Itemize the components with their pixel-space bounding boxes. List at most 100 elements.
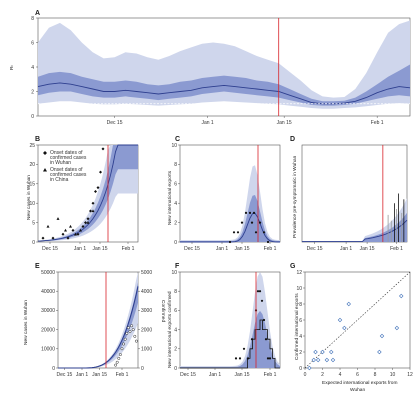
panel-g-ytick-label: 2: [299, 350, 302, 356]
export-point: [244, 211, 248, 214]
china-onset-point: [64, 228, 67, 232]
wuhan-onset-point: [61, 232, 65, 236]
china-onset-point: [86, 221, 90, 224]
export-comparison-point: [324, 357, 330, 363]
panel-g-content: 0 2 4 6 8 10 12 0 2 4 6 8 10 12: [296, 270, 413, 378]
panel-e-xtick-label: Jan 15: [92, 372, 107, 378]
panel-f-xtick-label: Jan 1: [209, 372, 221, 378]
wuhan-onset-point: [66, 236, 70, 240]
export-comparison-point: [313, 349, 318, 355]
panel-e-xtick-label: Dec 15: [56, 372, 72, 378]
panel-e-outer-band: [58, 272, 138, 368]
confirmed-case-point: [117, 356, 121, 360]
export-point: [248, 211, 252, 214]
wuhan-onset-point: [81, 224, 85, 228]
export-comparison-point: [311, 357, 316, 363]
panel-b-median-line: [37, 144, 138, 242]
panel-d-xtick-label: Jan 1: [340, 246, 352, 252]
export-point: [236, 231, 240, 234]
panel-b: B 0 5 10 15 20 25 Dec 15 Jan 1 Jan 15 Feb 1 New c…: [26, 136, 139, 252]
confirmed-case-point: [130, 324, 134, 328]
panel-b-ytick-label: 0: [32, 240, 35, 246]
panel-a-xtick-label: Dec 15: [107, 120, 123, 126]
panel-a-ytick-label: 8: [31, 16, 34, 22]
panel-e-ylabel: New cases in Wuhan: [23, 300, 29, 345]
confirmed-case-point: [122, 342, 126, 346]
export-point: [252, 211, 256, 214]
panel-a-xtick-label: Feb 1: [371, 120, 384, 126]
panel-c-letter: C: [175, 136, 180, 143]
panel-g-xtick-label: 10: [390, 372, 396, 378]
panel-a-bands: [37, 18, 411, 116]
confirmed-case-point: [120, 347, 124, 351]
panel-a: A 0 2 4 6 8 Dec 15 Jan 1 Jan 15 Feb 1 Rₜ: [9, 10, 411, 126]
confirmed-case-point: [118, 353, 122, 356]
panel-f-ytick-label: 2: [174, 347, 177, 353]
panel-g-xtick-label: 6: [356, 372, 359, 378]
wuhan-onset-point: [76, 232, 80, 236]
panel-e-ytick-right-label: 5000: [141, 270, 152, 276]
panel-e-ytick-label: 50000: [41, 270, 55, 276]
panel-e-median-line: [58, 286, 139, 369]
panel-c-ytick-label: 10: [171, 143, 177, 149]
panel-g-ytick-label: 8: [299, 302, 302, 308]
china-onset-point: [91, 209, 95, 213]
confirmed-export-point: [262, 318, 266, 322]
panel-c-inner-band: [180, 195, 280, 242]
panel-g-xtick-label: 8: [374, 372, 377, 378]
wuhan-onset-point: [51, 236, 55, 240]
panel-b-ytick-label: 15: [29, 182, 35, 188]
panel-c-ytick-label: 0: [174, 240, 177, 246]
export-comparison-point: [307, 365, 312, 371]
export-comparison-point: [394, 325, 400, 331]
export-point: [266, 240, 270, 244]
panel-d-content: Dec 15 Jan 1 Jan 15 Feb 1: [302, 145, 408, 252]
panel-c-xtick-label: Jan 15: [234, 246, 249, 252]
panel-e-ytick-label: 40000: [41, 289, 55, 295]
panel-g-ytick-label: 10: [296, 286, 302, 292]
confirmed-case-point: [131, 328, 135, 332]
panel-e-letter: E: [35, 263, 40, 270]
panel-d: D Dec 15 Jan 1 Jan 15 Feb 1 Prevalence pre-…: [290, 136, 408, 252]
confirmed-case-point: [115, 360, 119, 364]
panel-e-ytick-right-label: 3000: [141, 308, 152, 314]
confirmed-export-point: [242, 347, 246, 350]
confirmed-case-point: [123, 337, 127, 341]
panel-e-ytick-label: 30000: [41, 308, 55, 314]
panel-g-xtick-label: 12: [407, 372, 413, 378]
legend-wuhan-label-2: confirmed cases: [50, 155, 87, 161]
panel-f-ytick-label: 8: [174, 289, 177, 295]
panel-b-ytick-label: 25: [29, 143, 35, 149]
export-point: [258, 221, 262, 224]
panel-c-ytick-label: 2: [174, 220, 177, 226]
panel-g-xtick-label: 0: [304, 372, 307, 378]
china-onset-point: [46, 224, 50, 228]
panel-g-xlabel-line1: Expected international exports from: [322, 380, 397, 386]
panel-c-ylabel: New international exports: [167, 170, 173, 225]
panel-a-ytick-label: 4: [31, 65, 34, 71]
confirmed-export-point: [266, 357, 270, 360]
export-comparison-point: [337, 317, 343, 323]
legend-china-label-2: confirmed cases: [50, 172, 87, 178]
china-onset-point: [79, 228, 82, 232]
panel-a-ytick-label: 0: [31, 114, 34, 120]
panel-e-ytick-label: 20000: [41, 327, 55, 333]
panel-g-ylabel: Confirmed international exports: [294, 293, 300, 360]
panel-d-xtick-label: Jan 15: [360, 246, 375, 252]
panel-e-ytick-right-label: 1000: [141, 347, 152, 353]
panel-e-ytick-label: 0: [52, 366, 55, 372]
confirmed-export-point: [268, 357, 272, 360]
panel-c-outer-band: [180, 165, 280, 242]
panel-a-ytick-label: 6: [31, 40, 34, 46]
confirmed-case-point: [133, 334, 137, 338]
panel-g-ytick-label: 0: [299, 366, 302, 372]
export-point: [250, 221, 254, 224]
wuhan-onset-point: [101, 147, 105, 151]
export-comparison-point: [329, 349, 334, 355]
wuhan-onset-point: [89, 209, 92, 213]
panel-f-xtick-label: Jan 15: [234, 372, 249, 378]
confirmed-export-point: [258, 290, 262, 293]
panel-e-ytick-right-label: 4000: [141, 289, 152, 295]
panel-b-legend: Onset dates of confirmed cases in Wuhan …: [43, 150, 87, 183]
